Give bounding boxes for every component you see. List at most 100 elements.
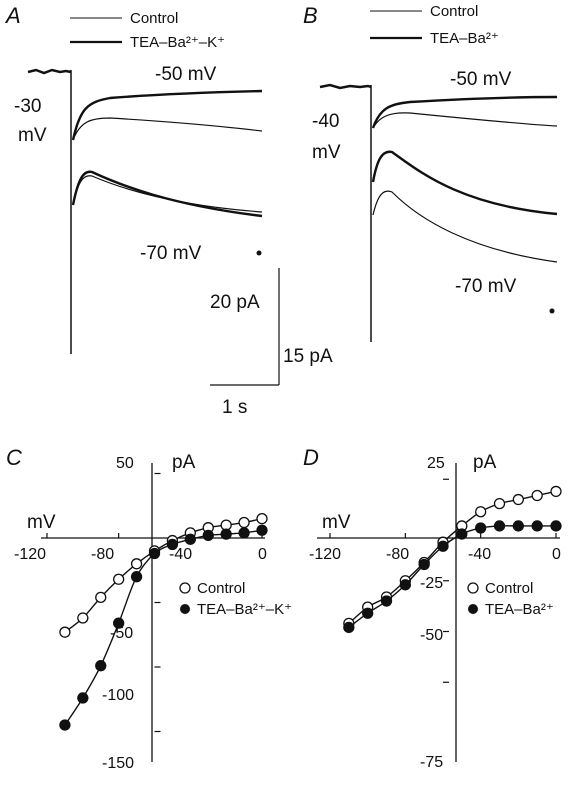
trace-control-70mv-a: [72, 175, 263, 213]
y-tick-label-c-50: 50: [116, 455, 134, 472]
data-point-control-c-4: [130, 558, 143, 570]
data-point-control-c-1: [77, 612, 89, 624]
legend-marker-control-d: [467, 582, 479, 594]
data-point-tea-d-11: [550, 520, 562, 532]
step-unit-a: mV: [18, 125, 47, 146]
legend-marker-control-c: [179, 582, 191, 594]
y-tick-label-d-neg75: -75: [420, 754, 443, 771]
data-point-control-d-9: [512, 493, 524, 506]
data-point-tea-c-7: [184, 533, 196, 545]
data-point-tea-c-3: [113, 617, 125, 629]
legend-label-control-d: Control: [485, 580, 533, 597]
data-point-tea-d-4: [418, 558, 430, 571]
data-point-tea-c-1: [77, 692, 89, 704]
trace-tea-70mv-a: [71, 170, 263, 218]
data-point-tea-c-2: [95, 660, 107, 672]
x-axis-label-c: mV: [27, 512, 56, 533]
data-point-control-c-3: [113, 573, 125, 585]
y-tick-label-d-neg25: -25: [420, 575, 443, 592]
x-axis-label-d: mV: [322, 512, 351, 533]
legend-label-tea-a: TEA–Ba²⁺–K⁺: [130, 34, 225, 51]
scale-bars: 20 pA 15 pA 1 s: [210, 268, 333, 418]
legend-label-tea-c: TEA–Ba²⁺–K⁺: [197, 601, 292, 618]
scale-label-pa-a: 20 pA: [210, 292, 260, 313]
trace-tea-50mv-a: [71, 89, 263, 141]
step-label-a: -30: [14, 96, 41, 117]
data-point-control-d-11: [550, 485, 562, 498]
y-tick-label-c-neg100: -100: [102, 687, 134, 704]
plot-area-d: [343, 485, 562, 634]
data-point-tea-c-0: [59, 719, 71, 731]
trace-baseline-a: [27, 68, 72, 75]
x-tick-label-c-40: -40: [169, 546, 192, 563]
data-point-tea-d-5: [437, 540, 449, 552]
legend-label-control-a: Control: [130, 10, 178, 27]
data-point-tea-d-10: [531, 520, 543, 532]
x-tick-label-c-80: -80: [91, 546, 114, 563]
data-point-tea-c-4: [130, 571, 143, 583]
panel-letter-c: C: [6, 445, 22, 470]
y-axis-label-c: pA: [172, 452, 196, 473]
data-point-tea-c-6: [166, 538, 179, 551]
x-tick-label-d-80: -80: [386, 546, 409, 563]
panel-d: D 25 pA mV -120 -80 -40 0 -25 -50 -75 Co…: [303, 445, 562, 771]
legend-marker-tea-c: [180, 604, 190, 614]
y-axis-label-d: pA: [473, 452, 497, 473]
trace-baseline-b: [319, 83, 372, 90]
data-point-control-c-2: [95, 591, 107, 603]
legend-label-tea-b: TEA–Ba²⁺: [430, 30, 499, 47]
trace-control-50mv-b: [372, 112, 558, 129]
legend-label-control-c: Control: [197, 580, 245, 597]
x-tick-label-c-120: -120: [14, 546, 46, 563]
data-point-tea-c-9: [220, 528, 232, 540]
panel-a: A Control TEA–Ba²⁺–K⁺ -30 mV -50 mV -70 …: [4, 3, 263, 354]
data-point-tea-d-8: [493, 520, 506, 532]
data-point-tea-c-5: [148, 547, 161, 560]
data-point-control-c-10: [238, 516, 250, 529]
step-unit-b: mV: [312, 142, 341, 163]
marker-dot-b: [549, 308, 555, 314]
panel-letter-d: D: [303, 445, 319, 470]
data-point-tea-d-7: [475, 522, 487, 534]
x-tick-label-c-0: 0: [258, 546, 267, 563]
data-point-tea-c-11: [256, 524, 268, 536]
x-tick-label-d-0: 0: [552, 546, 561, 563]
plot-area-c: [59, 513, 268, 731]
data-point-control-d-7: [475, 506, 487, 518]
marker-dot-a: [256, 250, 262, 256]
upper-trace-label-b: -50 mV: [450, 69, 512, 90]
data-point-tea-c-10: [238, 527, 250, 539]
upper-trace-label-a: -50 mV: [155, 64, 217, 85]
trace-tea-50mv-b: [371, 95, 558, 129]
panel-c: C 50 pA mV -120 -80 -40 0 -50 -100 -150 …: [6, 445, 292, 772]
data-point-control-d-10: [531, 489, 543, 502]
trace-control-70mv-b: [372, 190, 558, 263]
data-point-tea-d-1: [362, 607, 374, 619]
trace-control-50mv-a: [72, 117, 263, 141]
trace-tea-70mv-b: [371, 150, 558, 216]
data-point-tea-d-9: [512, 520, 524, 532]
panel-b: B Control TEA–Ba²⁺ -40 mV -50 mV -70 mV: [303, 3, 558, 342]
data-point-control-d-8: [493, 497, 506, 510]
data-point-tea-d-6: [456, 528, 468, 540]
y-tick-label-d-neg50: -50: [420, 627, 443, 644]
scale-label-pa-b: 15 pA: [283, 346, 333, 367]
data-point-tea-d-3: [399, 579, 411, 591]
legend-marker-tea-d: [468, 604, 478, 614]
y-tick-label-c-neg150: -150: [102, 755, 134, 772]
data-point-tea-d-0: [343, 621, 355, 634]
ticks-d: [329, 478, 557, 683]
data-point-tea-c-8: [202, 529, 214, 542]
x-tick-label-d-120: -120: [309, 546, 341, 563]
x-tick-label-d-40: -40: [468, 546, 491, 563]
lower-trace-label-a: -70 mV: [140, 243, 202, 264]
panel-letter-b: B: [303, 3, 318, 28]
y-tick-label-d-25: 25: [427, 455, 445, 472]
scale-label-time: 1 s: [222, 397, 247, 418]
lower-trace-label-b: -70 mV: [455, 276, 517, 297]
legend-label-control-b: Control: [430, 3, 478, 20]
panel-letter-a: A: [4, 3, 21, 28]
step-label-b: -40: [312, 111, 339, 132]
legend-label-tea-d: TEA–Ba²⁺: [485, 601, 554, 618]
